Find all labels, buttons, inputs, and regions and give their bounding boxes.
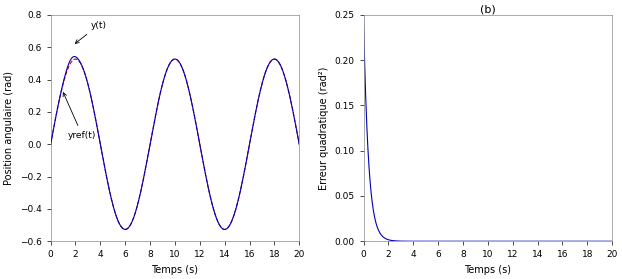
Title: (b): (b) (480, 4, 496, 14)
X-axis label: Temps (s): Temps (s) (465, 265, 511, 275)
Y-axis label: Erreur quadratique (rad²): Erreur quadratique (rad²) (319, 66, 329, 190)
Text: yref(t): yref(t) (63, 93, 96, 140)
X-axis label: Temps (s): Temps (s) (151, 265, 198, 275)
Y-axis label: Position angulaire (rad): Position angulaire (rad) (4, 71, 14, 185)
Text: y(t): y(t) (75, 21, 106, 43)
